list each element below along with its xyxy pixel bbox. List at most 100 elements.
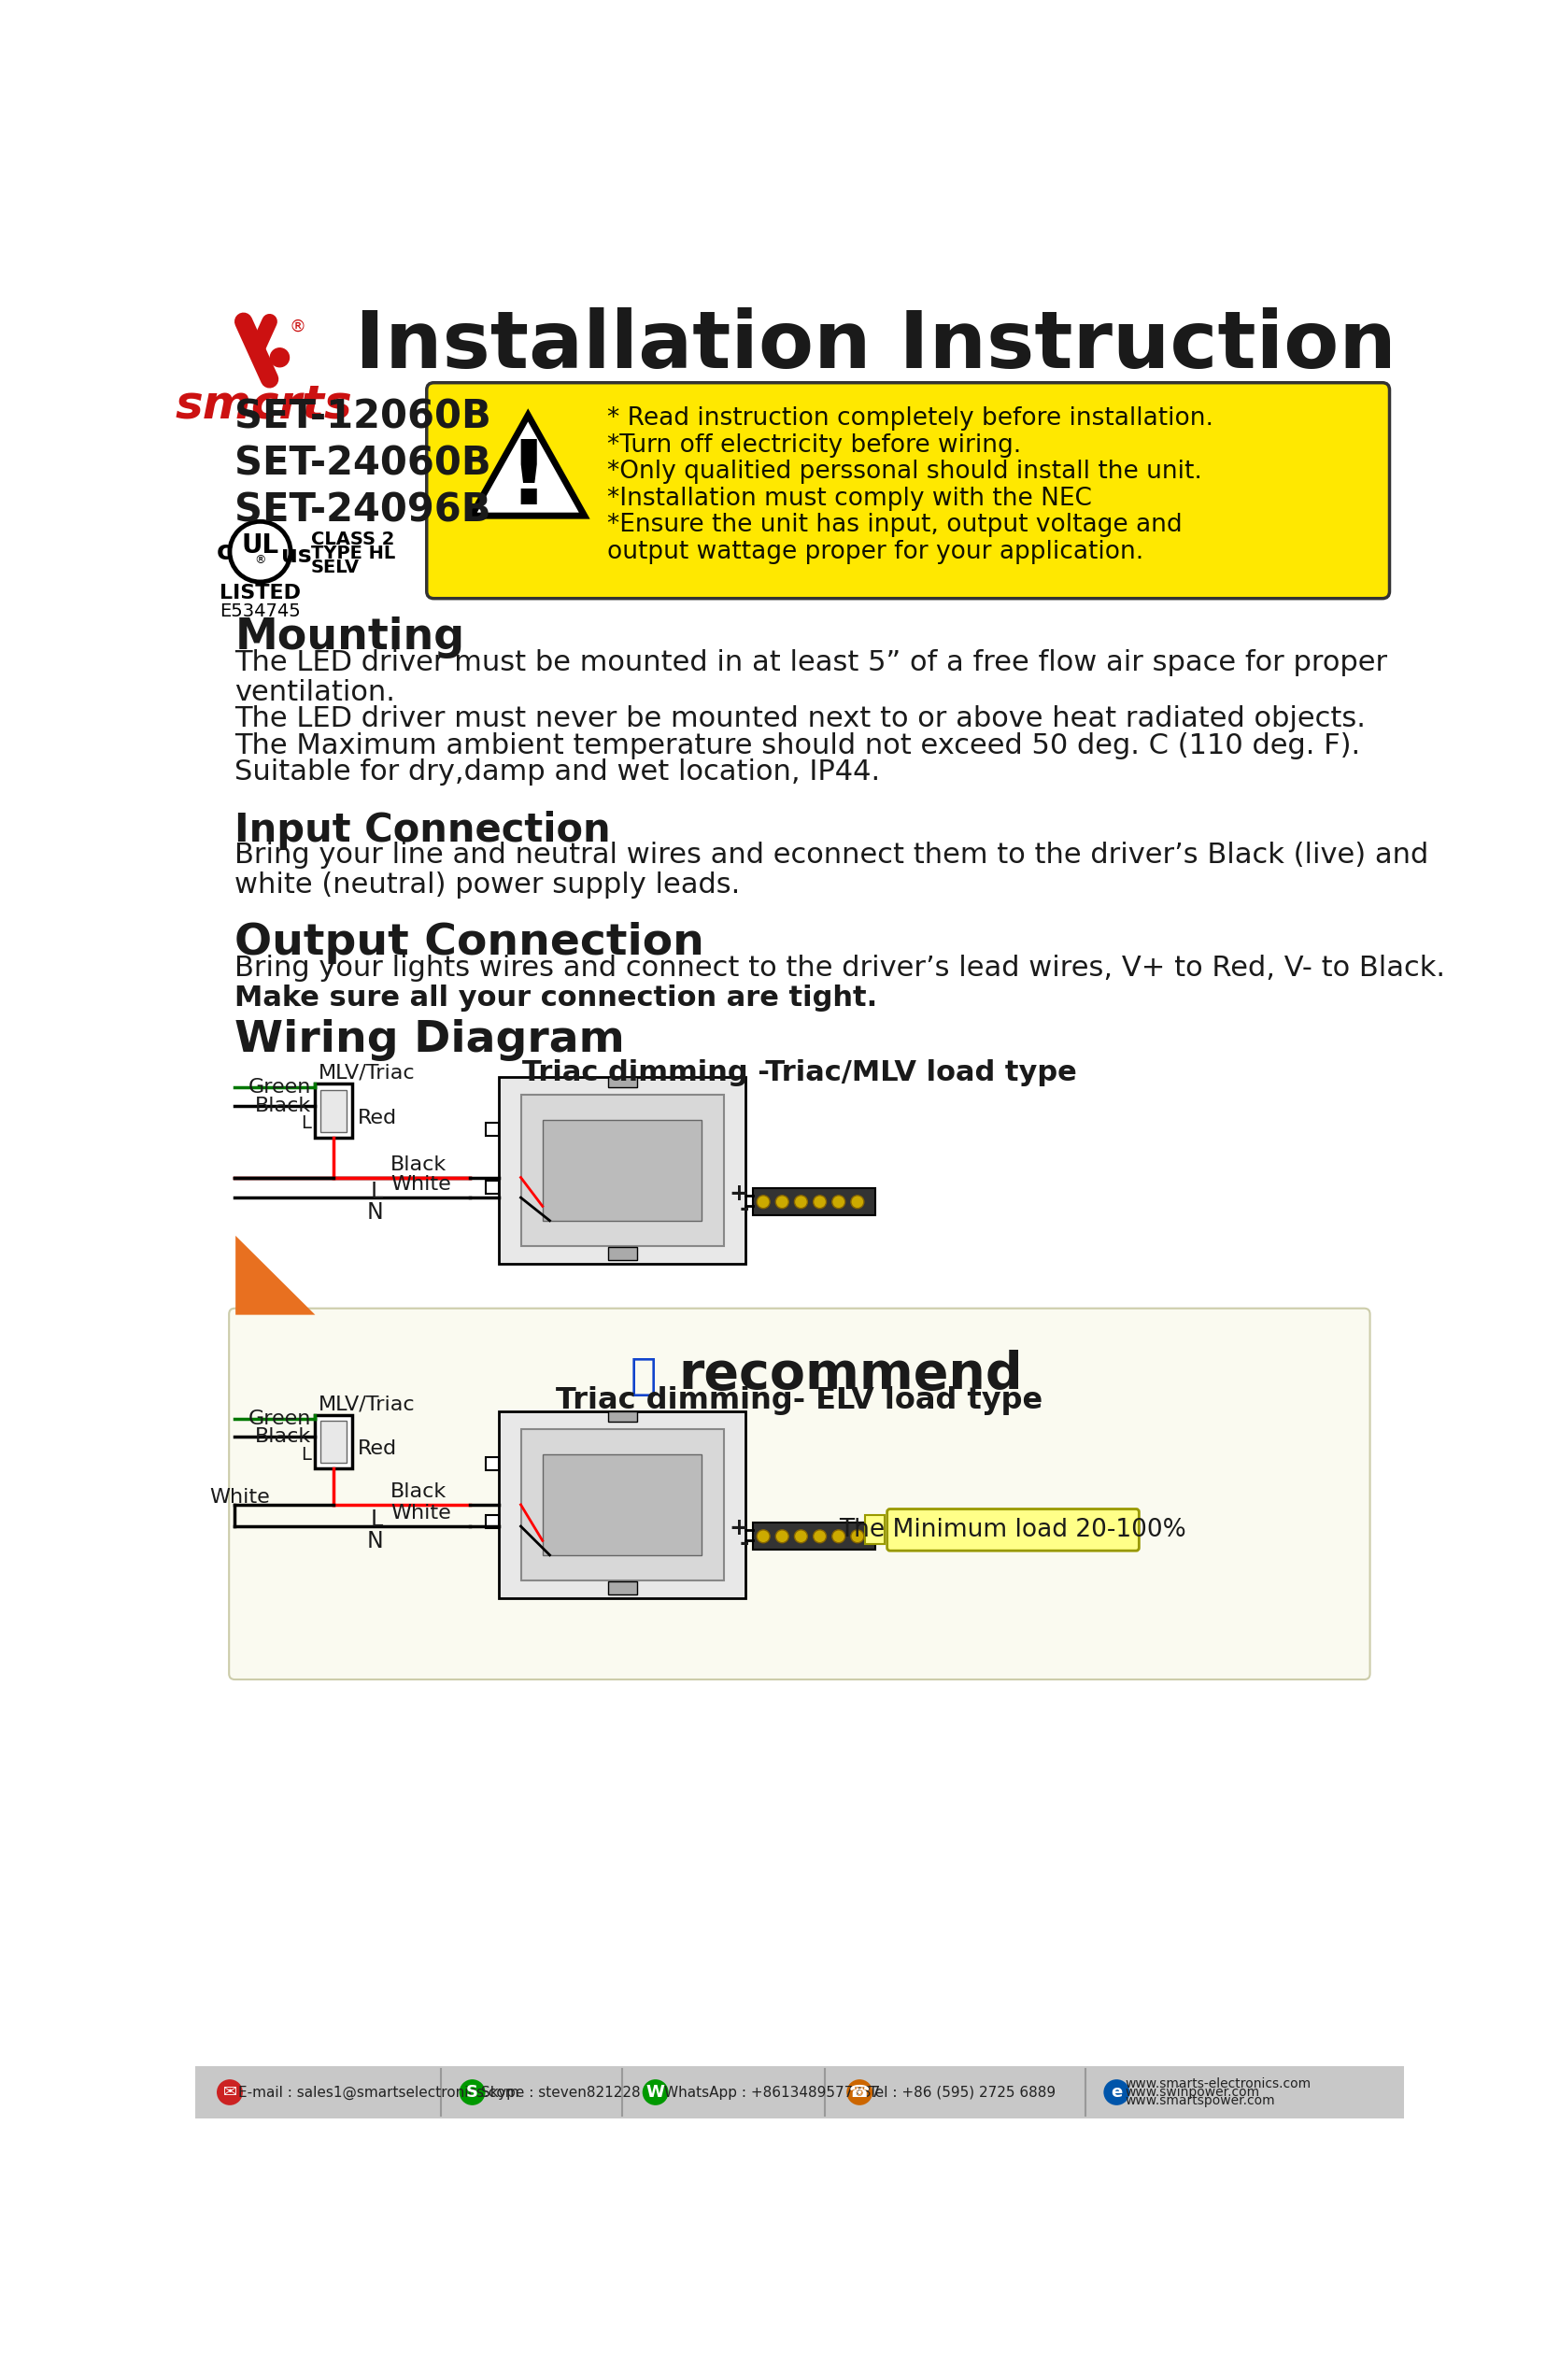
Text: S: S	[466, 2085, 479, 2102]
Text: The LED driver must never be mounted next to or above heat radiated objects.: The LED driver must never be mounted nex…	[236, 704, 1367, 733]
Bar	[543, 1454, 702, 1554]
Text: Output Connection: Output Connection	[236, 921, 705, 964]
Text: The Maximum ambient temperature should not exceed 50 deg. C (110 deg. F).: The Maximum ambient temperature should n…	[236, 733, 1360, 759]
Circle shape	[850, 1530, 864, 1542]
Bar	[752, 1523, 875, 1549]
Text: N: N	[367, 1202, 384, 1223]
Text: LISTED: LISTED	[220, 583, 301, 602]
Circle shape	[459, 2080, 485, 2106]
Bar	[608, 1076, 636, 1088]
Circle shape	[775, 1195, 789, 1209]
Text: Tel : +86 (595) 2725 6889: Tel : +86 (595) 2725 6889	[869, 2085, 1055, 2099]
Text: *Turn off electricity before wiring.: *Turn off electricity before wiring.	[608, 433, 1022, 457]
Text: Input Connection: Input Connection	[236, 812, 612, 850]
Bar	[608, 1247, 636, 1259]
Text: output wattage proper for your application.: output wattage proper for your applicati…	[608, 540, 1143, 564]
Circle shape	[643, 2080, 669, 2106]
Text: L: L	[371, 1509, 384, 1530]
Text: *Installation must comply with the NEC: *Installation must comply with the NEC	[608, 486, 1092, 512]
Circle shape	[757, 1530, 769, 1542]
Text: Installation Instruction: Installation Instruction	[354, 307, 1396, 386]
Circle shape	[831, 1530, 846, 1542]
Text: ®: ®	[289, 319, 306, 336]
Circle shape	[847, 2080, 872, 2106]
Text: -: -	[739, 1533, 749, 1554]
Text: Bring your line and neutral wires and econnect them to the driver’s Black (live): Bring your line and neutral wires and ec…	[236, 843, 1429, 869]
Text: Mounting: Mounting	[236, 616, 465, 659]
Text: Triac dimming- ELV load type: Triac dimming- ELV load type	[555, 1385, 1044, 1416]
Text: L: L	[301, 1445, 310, 1464]
Circle shape	[794, 1530, 808, 1542]
Text: +: +	[730, 1516, 749, 1540]
Bar	[315, 1414, 353, 1468]
Bar	[195, 2066, 1404, 2118]
Text: The Minimum load 20-100%: The Minimum load 20-100%	[839, 1518, 1187, 1542]
Text: +: +	[730, 1183, 749, 1204]
Text: L: L	[301, 1114, 310, 1133]
Bar	[320, 1421, 346, 1464]
Circle shape	[217, 2080, 243, 2106]
Text: N: N	[367, 1530, 384, 1552]
Text: 👍: 👍	[630, 1357, 657, 1397]
Text: White: White	[209, 1488, 270, 1507]
Text: smcrts: smcrts	[175, 383, 353, 428]
Circle shape	[757, 1195, 769, 1209]
Text: Green: Green	[248, 1409, 310, 1428]
Text: The LED driver must be mounted in at least 5” of a free flow air space for prope: The LED driver must be mounted in at lea…	[236, 650, 1388, 676]
Bar	[487, 1514, 499, 1528]
Circle shape	[813, 1530, 827, 1542]
Text: Skype : steven821228: Skype : steven821228	[480, 2085, 640, 2099]
Text: recommend: recommend	[679, 1349, 1023, 1399]
Bar	[315, 1083, 353, 1138]
Text: SET-24060B: SET-24060B	[236, 443, 491, 483]
Bar	[752, 1188, 875, 1216]
Polygon shape	[236, 1235, 315, 1314]
Text: !: !	[507, 436, 549, 524]
Text: MLV/Triac: MLV/Triac	[318, 1064, 415, 1083]
Text: E-mail : sales1@smartselectronics.com: E-mail : sales1@smartselectronics.com	[239, 2085, 519, 2099]
Text: e: e	[1111, 2085, 1122, 2102]
Text: Black: Black	[390, 1154, 446, 1173]
Bar	[521, 1095, 724, 1245]
Text: Make sure all your connection are tight.: Make sure all your connection are tight.	[236, 985, 878, 1011]
Polygon shape	[471, 414, 585, 516]
Circle shape	[270, 347, 289, 367]
Text: www.swinpower.com: www.swinpower.com	[1125, 2085, 1260, 2099]
Text: ®: ®	[254, 555, 267, 566]
Text: www.smartspower.com: www.smartspower.com	[1125, 2094, 1276, 2106]
Text: *Only qualitied perssonal should install the unit.: *Only qualitied perssonal should install…	[608, 459, 1203, 483]
Bar	[864, 1516, 885, 1545]
Text: c: c	[217, 538, 232, 564]
Bar	[521, 1428, 724, 1580]
FancyBboxPatch shape	[888, 1509, 1139, 1552]
Text: Triac dimming -Triac/MLV load type: Triac dimming -Triac/MLV load type	[523, 1059, 1076, 1085]
Text: MLV/Triac: MLV/Triac	[318, 1395, 415, 1414]
Text: Red: Red	[357, 1440, 398, 1459]
Text: W: W	[646, 2085, 665, 2102]
Text: White: White	[390, 1176, 451, 1195]
Text: ✉: ✉	[223, 2085, 237, 2102]
Text: Wiring Diagram: Wiring Diagram	[236, 1019, 626, 1061]
Circle shape	[1103, 2080, 1129, 2106]
Text: *Ensure the unit has input, output voltage and: *Ensure the unit has input, output volta…	[608, 512, 1182, 538]
Circle shape	[775, 1530, 789, 1542]
Bar	[499, 1411, 746, 1599]
Text: WhatsApp : +8613489577737: WhatsApp : +8613489577737	[665, 2085, 880, 2099]
Text: E534745: E534745	[220, 602, 301, 619]
Bar	[487, 1457, 499, 1471]
Bar	[608, 1583, 636, 1595]
Bar	[608, 1411, 636, 1421]
Text: L: L	[371, 1180, 384, 1204]
Text: ☎: ☎	[849, 2085, 870, 2102]
FancyBboxPatch shape	[229, 1309, 1370, 1680]
Text: www.smarts-electronics.com: www.smarts-electronics.com	[1125, 2078, 1312, 2090]
Text: SET-24096B: SET-24096B	[236, 490, 491, 531]
Text: Red: Red	[357, 1109, 398, 1128]
Text: Black: Black	[254, 1097, 310, 1114]
Text: CLASS 2: CLASS 2	[310, 531, 395, 547]
Circle shape	[831, 1195, 846, 1209]
Bar	[487, 1123, 499, 1135]
Text: Green: Green	[248, 1078, 310, 1097]
Text: Black: Black	[254, 1428, 310, 1445]
Text: * Read instruction completely before installation.: * Read instruction completely before ins…	[608, 407, 1214, 431]
